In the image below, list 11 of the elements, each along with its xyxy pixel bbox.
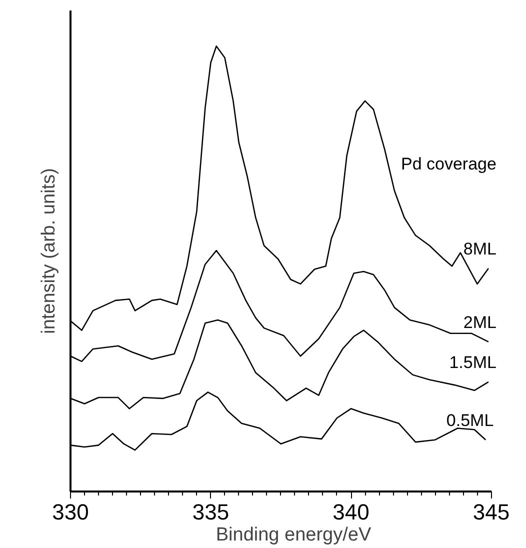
x-tick-label: 340 xyxy=(332,500,370,524)
x-tick-label: 330 xyxy=(52,500,89,524)
annotation: Pd coverage xyxy=(401,154,496,174)
series-label: 8ML xyxy=(463,239,496,258)
x-axis-title: Binding energy/eV xyxy=(216,524,372,546)
series-label: 2ML xyxy=(463,312,496,332)
y-axis-title: intensity (arb. units) xyxy=(38,168,60,334)
x-tick-label: 335 xyxy=(192,500,230,524)
x-tick-label: 345 xyxy=(472,500,510,524)
series-label: 0.5ML xyxy=(446,410,494,430)
series-label: 1.5ML xyxy=(449,352,496,372)
